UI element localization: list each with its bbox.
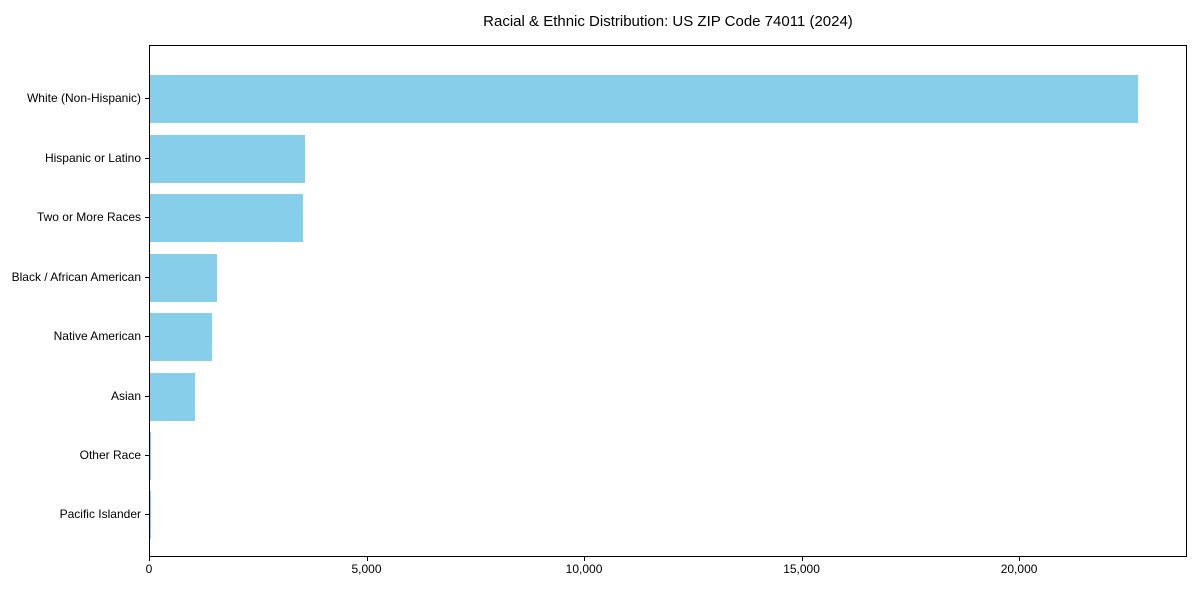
bar [150, 134, 305, 183]
y-axis-label: Black / African American [11, 269, 141, 284]
bar [150, 75, 1138, 124]
y-tick-mark [145, 217, 149, 219]
bar [150, 372, 195, 421]
chart-title: Racial & Ethnic Distribution: US ZIP Cod… [483, 13, 853, 30]
x-tick-mark [1019, 557, 1021, 561]
x-tick-label: 0 [145, 562, 153, 576]
y-tick-mark [145, 336, 149, 338]
bar [150, 313, 213, 362]
y-tick-mark [145, 514, 149, 516]
y-axis-label: White (Non-Hispanic) [26, 91, 141, 106]
bar [150, 194, 304, 243]
y-tick-mark [145, 395, 149, 397]
y-tick-mark [145, 157, 149, 159]
x-tick-label: 5,000 [351, 562, 382, 576]
x-tick-mark [584, 557, 586, 561]
bar [150, 253, 217, 302]
x-tick-label: 15,000 [783, 562, 820, 576]
y-axis-label: Asian [110, 388, 141, 403]
y-axis-label: Two or More Races [36, 210, 141, 225]
y-axis-label: Hispanic or Latino [44, 150, 141, 165]
x-tick-label: 20,000 [1000, 562, 1038, 576]
plot-area [149, 45, 1187, 557]
y-tick-mark [145, 454, 149, 456]
bar [150, 431, 152, 480]
x-tick-label: 10,000 [565, 562, 603, 576]
y-axis-label: Native American [53, 329, 141, 344]
x-tick-mark [149, 557, 150, 561]
y-axis-label: Other Race [79, 447, 141, 462]
x-tick-mark [366, 557, 368, 561]
x-tick-mark [801, 557, 803, 561]
y-axis-label: Pacific Islander [59, 507, 141, 522]
y-tick-mark [145, 276, 149, 278]
y-tick-mark [145, 98, 149, 100]
